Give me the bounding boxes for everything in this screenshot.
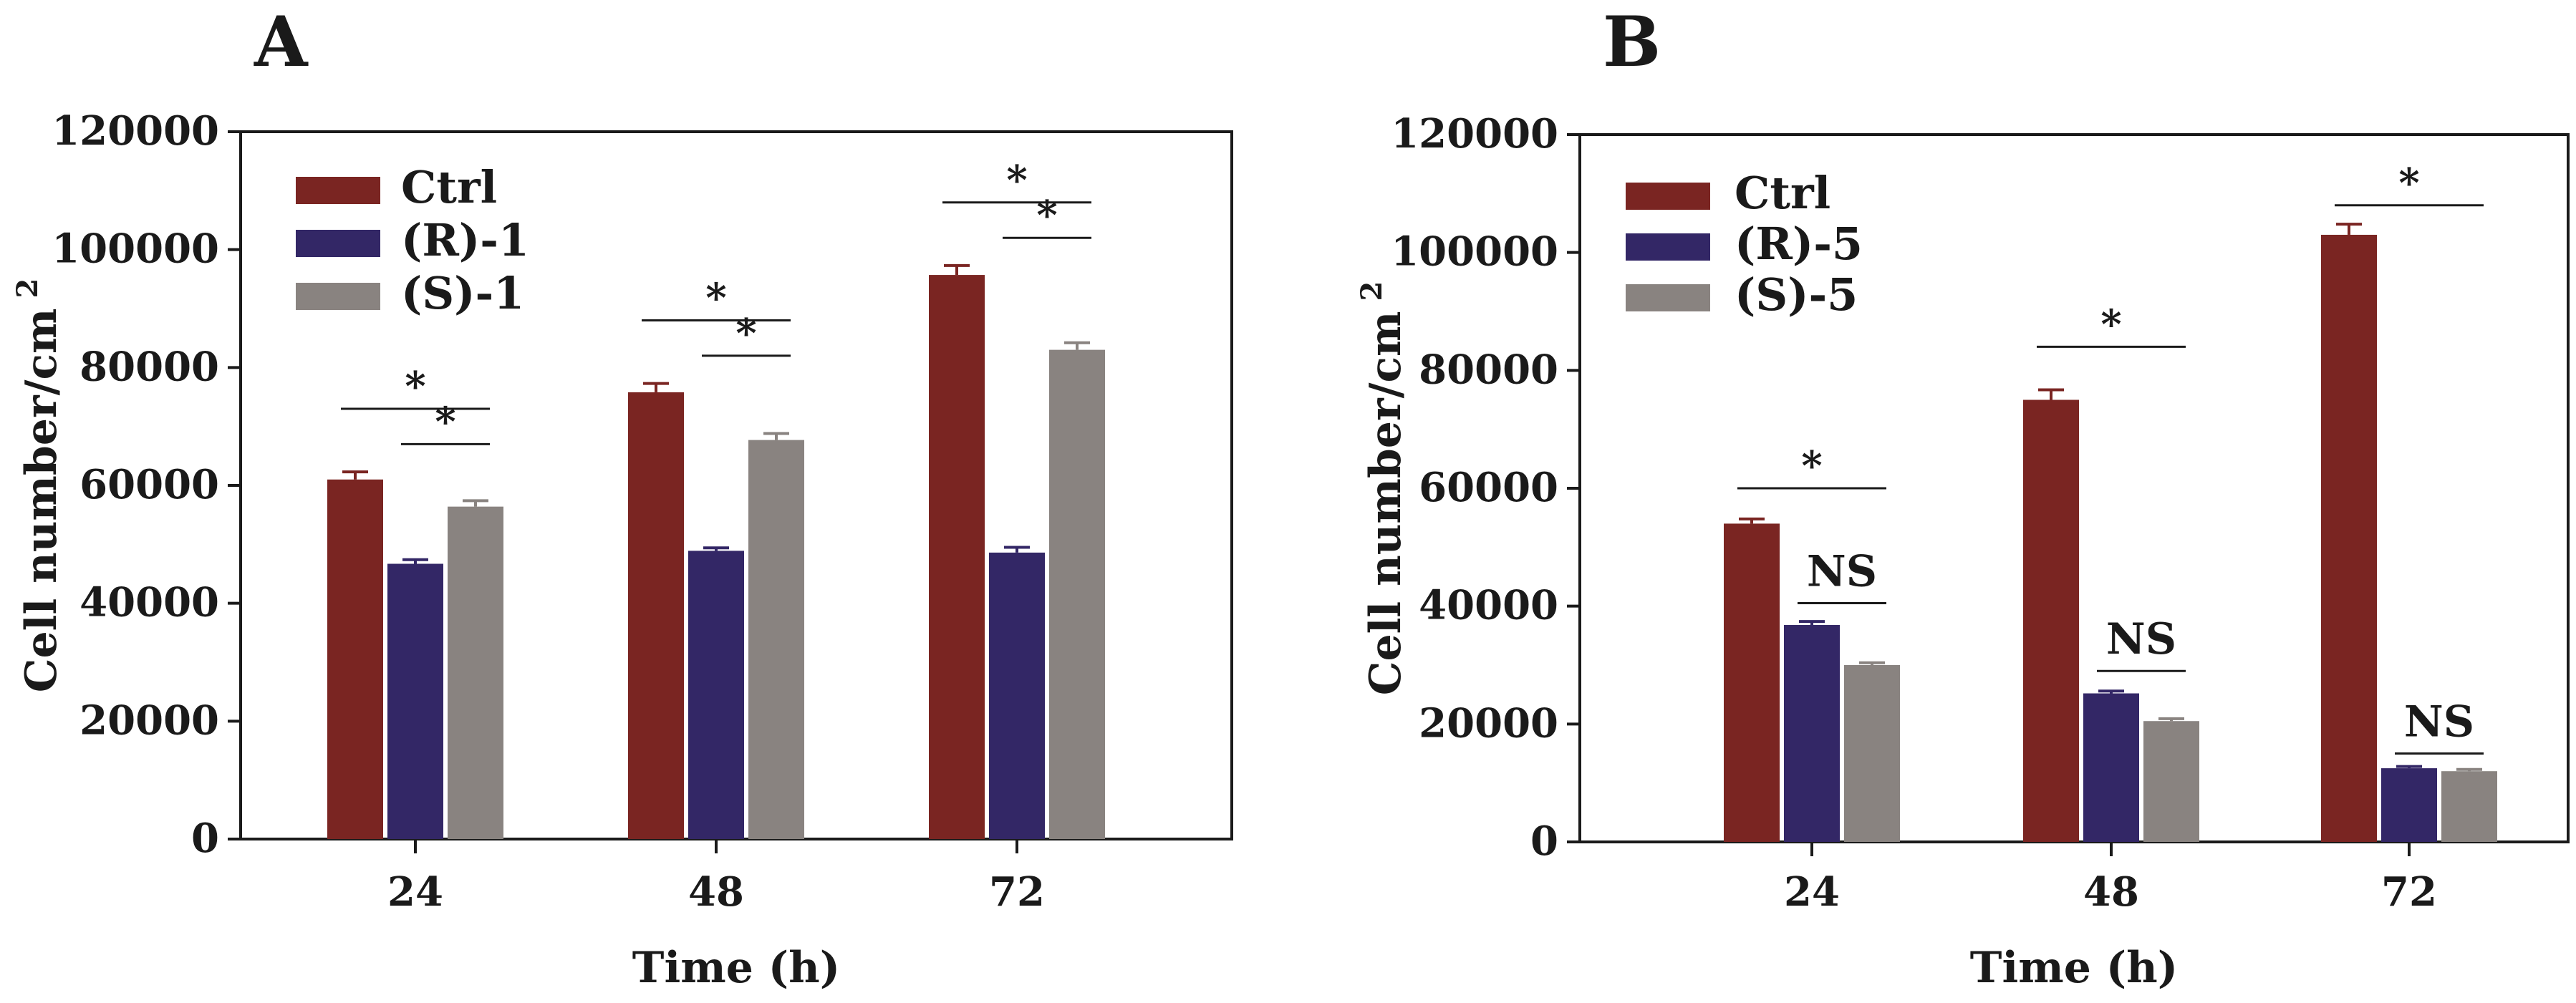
significance-ns-label: NS [2106,614,2176,664]
y-tick-label: 80000 [1419,346,1558,393]
legend-swatch [1626,284,1710,311]
y-axis-title-text: Cell number/cm [1361,311,1411,695]
y-tick-label: 100000 [1391,228,1558,276]
y-axis-title: Cell number/cm 2 [1355,281,1411,696]
bar [748,440,804,839]
bar [387,563,443,839]
y-tick-label: 120000 [1391,110,1558,158]
bar [2083,693,2139,842]
x-tick-label: 48 [688,868,744,916]
significance-star: * [2398,160,2419,207]
y-axis-title: Cell number/cm 2 [11,278,67,693]
legend-swatch [296,177,380,204]
y-tick-label: 20000 [1419,699,1558,747]
bar [1784,625,1840,842]
chart-panel-B: B 0 20000 40000 60000 80000 100000 120000 Cell n… [1355,1,2570,993]
significance-star: * [1006,157,1027,204]
bar [327,479,383,839]
significance-star: * [705,274,726,321]
legend-label: (S)-5 [1735,268,1858,321]
legend-label: (S)-1 [401,267,524,319]
x-tick-label: 24 [1784,868,1840,916]
bar [448,506,503,839]
y-tick-label: 80000 [79,343,219,390]
y-tick-label: 20000 [79,697,219,744]
significance-star: * [2100,301,2121,348]
significance-star: * [405,363,425,410]
y-tick-label: 40000 [1419,582,1558,629]
legend-swatch [1626,233,1710,261]
significance-ns-label: NS [1807,547,1877,597]
significance-star: * [1036,192,1057,239]
bar [1844,665,1900,842]
bar [2381,768,2437,842]
y-axis-title-superscript: 2 [11,278,44,309]
legend-swatch [1626,183,1710,210]
bar [929,275,985,839]
legend-swatch [296,230,380,257]
legend-label: Ctrl [401,161,497,213]
y-tick-label: 100000 [52,226,219,273]
bar [2441,771,2497,842]
bar [2143,721,2199,842]
x-tick-label: 72 [989,868,1045,916]
y-tick-label: 60000 [1419,464,1558,511]
bar [2321,234,2377,842]
x-tick-label: 72 [2381,868,2437,916]
legend-label: (R)-1 [401,214,529,266]
y-tick-label: 0 [1530,818,1558,865]
significance-star: * [435,398,455,445]
x-tick-label: 48 [2083,868,2139,916]
panel-letter: B [1603,1,1661,82]
y-tick-label: 0 [191,815,219,862]
legend-swatch [296,283,380,310]
bar [1049,349,1105,840]
y-tick-label: 60000 [79,461,219,508]
bar [989,552,1045,839]
bar [1724,523,1780,842]
y-axis-title-text: Cell number/cm [16,308,67,692]
panel-letter: A [254,1,309,82]
y-axis-title-superscript: 2 [1355,281,1389,311]
bar [628,392,684,839]
legend-label: Ctrl [1735,167,1830,219]
bar [2023,399,2079,842]
x-axis-title: Time (h) [1970,943,2178,993]
significance-ns-label: NS [2404,697,2474,747]
significance-star: * [1801,442,1822,490]
x-axis-title: Time (h) [632,943,840,993]
bar [688,551,744,839]
y-tick-label: 120000 [52,107,219,155]
legend-label: (R)-5 [1735,218,1863,270]
x-tick-label: 24 [387,868,443,916]
y-tick-label: 40000 [79,579,219,626]
significance-star: * [735,310,756,357]
chart-panel-A: A 0 20000 40000 60000 80000 100000 120000 Cell n… [11,1,1233,993]
